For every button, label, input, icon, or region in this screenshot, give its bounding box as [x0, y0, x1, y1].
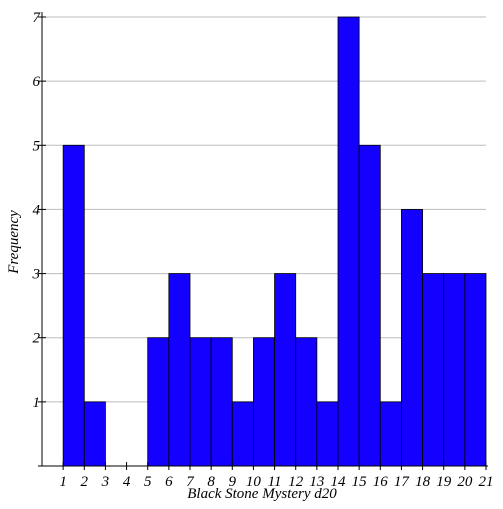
x-tick-label-10: 10 [246, 474, 262, 490]
x-tick-label-6: 6 [165, 474, 173, 490]
x-tick-label-20: 20 [457, 474, 473, 490]
x-tick-label-9: 9 [229, 474, 237, 490]
bar-13-14 [316, 401, 339, 467]
x-tick-label-1: 1 [59, 474, 67, 490]
bar-16-17 [379, 401, 402, 467]
x-tick-label-3: 3 [101, 474, 110, 490]
x-tick-label-2: 2 [81, 474, 89, 490]
grid-lines [42, 16, 486, 403]
x-tick-label-5: 5 [144, 474, 152, 490]
y-tick-label-4: 4 [33, 202, 41, 218]
y-axis-title: Frequency [6, 210, 22, 275]
x-tick-label-15: 15 [352, 474, 368, 490]
y-tick-labels: 1 2 3 4 5 6 7 [32, 10, 46, 467]
y-tick-label-1: 1 [33, 395, 41, 411]
axes [41, 12, 488, 467]
bar-15-16 [358, 144, 381, 467]
x-axis-title: Black Stone Mystery d20 [187, 486, 337, 502]
bar-1-2 [62, 144, 85, 467]
x-tick-label-17: 17 [394, 474, 411, 490]
x-tick-label-19: 19 [436, 474, 452, 490]
bar-12-13 [295, 337, 318, 467]
bar-5-6 [147, 337, 170, 467]
x-tick-label-12: 12 [288, 474, 304, 490]
bar-17-18 [401, 209, 423, 467]
y-tick-label-2: 2 [33, 331, 41, 347]
x-tick-label-16: 16 [373, 474, 389, 490]
y-tick-label-7: 7 [33, 10, 42, 26]
bar-18-19 [422, 273, 445, 467]
x-tick-label-13: 13 [309, 474, 324, 490]
y-tick-label-3: 3 [32, 267, 41, 283]
x-tick-label-4: 4 [123, 474, 131, 490]
bar-19-20 [443, 273, 466, 467]
bar-20-21 [464, 273, 487, 467]
x-tick-label-14: 14 [331, 474, 347, 490]
bar-9-10 [231, 401, 254, 467]
bar-2-3 [83, 401, 106, 467]
x-tick-labels: 1 2 3 4 5 6 7 8 9 10 11 12 13 14 15 16 17 18 19 20 21 [59, 462, 494, 490]
x-tick-label-8: 8 [207, 474, 215, 490]
y-tick-label-5: 5 [33, 138, 41, 154]
x-tick-label-21: 21 [479, 474, 494, 490]
x-tick-label-11: 11 [268, 474, 282, 490]
x-tick-label-18: 18 [415, 474, 431, 490]
bar-8-9 [210, 337, 233, 467]
y-tick-label-6: 6 [33, 74, 41, 90]
bar-14-15 [337, 16, 360, 467]
x-tick-label-7: 7 [186, 474, 195, 490]
bar-10-11 [253, 337, 275, 467]
bar-11-12 [274, 273, 297, 467]
bars [62, 16, 487, 467]
bar-7-8 [189, 337, 212, 467]
bar-6-7 [168, 273, 191, 467]
